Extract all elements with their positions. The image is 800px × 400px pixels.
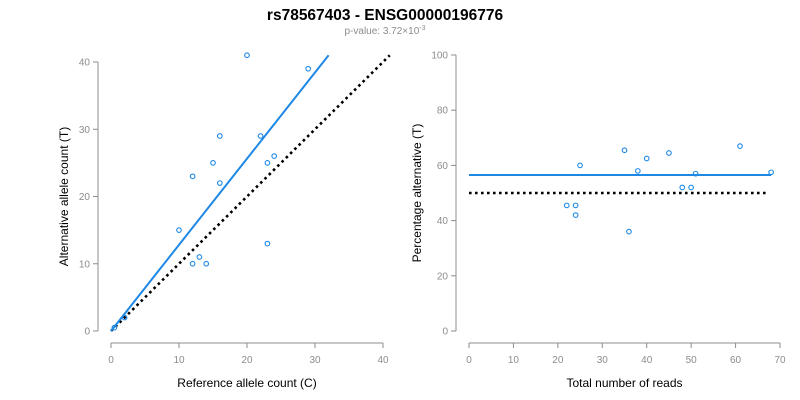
right-x-tick-label: 20 bbox=[552, 355, 564, 366]
left-y-tick-label: 10 bbox=[79, 259, 91, 270]
right-x-tick-label: 0 bbox=[466, 355, 472, 366]
left-data-point bbox=[176, 227, 182, 233]
left-x-tick-label: 10 bbox=[173, 355, 185, 366]
right-y-tick-label: 80 bbox=[437, 106, 449, 117]
right-scatter-panel: 0 10 20 30 40 50 60 70 0 20 40 60 80 100 Total number … bbox=[410, 51, 786, 391]
left-data-point bbox=[264, 240, 271, 247]
right-data-point bbox=[572, 202, 579, 209]
left-data-point bbox=[189, 260, 196, 267]
left-data-point bbox=[257, 133, 264, 139]
left-y-tick-label: 40 bbox=[79, 58, 91, 69]
right-x-tick-label: 70 bbox=[774, 355, 786, 366]
left-reference-line bbox=[110, 54, 391, 332]
left-data-point bbox=[196, 254, 203, 260]
p-value-exponent: -3 bbox=[419, 25, 425, 32]
right-x-tick-label: 10 bbox=[508, 355, 520, 366]
left-y-tick-label: 0 bbox=[84, 327, 90, 338]
right-data-point bbox=[768, 169, 774, 176]
right-data-point bbox=[563, 202, 570, 209]
left-y-tick-label: 30 bbox=[79, 125, 91, 136]
left-x-tick-label: 30 bbox=[309, 355, 321, 366]
left-y-axis-label: Alternative allele count (T) bbox=[57, 127, 71, 266]
left-y-tick-label: 20 bbox=[79, 192, 91, 203]
left-data-point bbox=[111, 324, 118, 331]
right-y-tick-label: 20 bbox=[437, 271, 449, 282]
right-data-point bbox=[577, 162, 583, 169]
right-y-tick-label: 100 bbox=[431, 51, 448, 62]
left-scatter-panel: 0 10 20 30 40 0 10 20 30 40 Reference allele count… bbox=[57, 52, 391, 390]
left-data-point bbox=[305, 65, 312, 72]
left-x-axis-label: Reference allele count (C) bbox=[177, 376, 316, 390]
right-data-point bbox=[626, 228, 632, 235]
right-data-point bbox=[688, 184, 694, 191]
right-y-axis-label: Percentage alternative (T) bbox=[410, 124, 424, 263]
right-data-point bbox=[634, 168, 641, 174]
left-data-point bbox=[216, 180, 223, 186]
left-x-tick-label: 0 bbox=[108, 355, 114, 366]
left-x-tick-label: 20 bbox=[241, 355, 253, 366]
right-x-tick-label: 30 bbox=[597, 355, 609, 366]
right-data-point bbox=[692, 170, 699, 177]
right-y-tick-label: 40 bbox=[437, 216, 449, 227]
right-x-tick-label: 60 bbox=[730, 355, 742, 366]
right-x-tick-label: 40 bbox=[641, 355, 653, 366]
right-x-axis-label: Total number of reads bbox=[566, 376, 682, 390]
chart-title: rs78567403 - ENSG00000196776 bbox=[267, 7, 504, 24]
right-y-tick-label: 60 bbox=[437, 161, 449, 172]
right-data-point bbox=[621, 147, 628, 154]
right-data-point bbox=[572, 212, 579, 218]
right-data-point bbox=[643, 155, 650, 162]
right-data-point bbox=[679, 184, 686, 191]
left-data-point bbox=[203, 260, 210, 267]
p-value-text: p-value: 3.72×10 bbox=[344, 26, 419, 37]
left-data-point bbox=[210, 160, 216, 166]
left-data-point bbox=[264, 160, 271, 166]
left-x-tick-label: 40 bbox=[377, 355, 389, 366]
chart-subtitle: p-value: 3.72×10-3 bbox=[344, 25, 425, 37]
left-data-point bbox=[216, 133, 223, 139]
left-fit-line bbox=[110, 54, 330, 332]
right-data-point bbox=[666, 150, 672, 156]
right-y-tick-label: 0 bbox=[442, 327, 448, 338]
left-data-point bbox=[271, 153, 278, 159]
right-data-point bbox=[737, 143, 743, 149]
left-data-point bbox=[244, 52, 250, 59]
left-data-point bbox=[189, 173, 196, 180]
left-data-point bbox=[121, 314, 128, 321]
right-x-tick-label: 50 bbox=[686, 355, 698, 366]
